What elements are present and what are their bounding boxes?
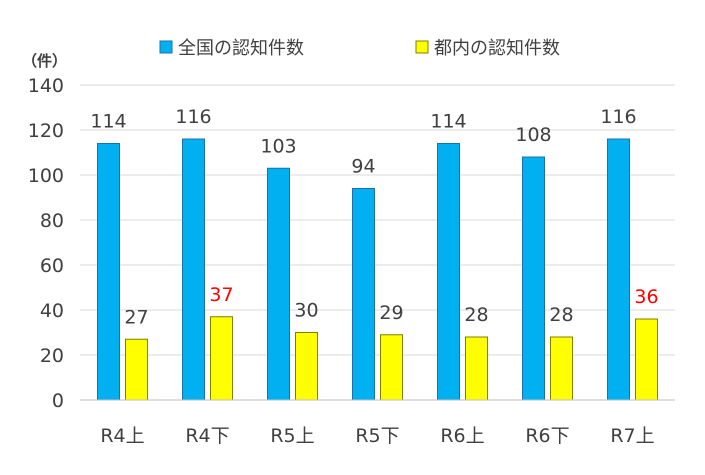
- data-label-national: 114: [90, 111, 126, 133]
- bar-national: [437, 143, 460, 401]
- bar-national: [267, 167, 290, 401]
- x-tick-label: R4下: [185, 425, 229, 447]
- y-axis-unit-label: （件）: [22, 52, 67, 70]
- data-label-tokyo: 36: [634, 286, 658, 308]
- bars: [97, 138, 658, 401]
- x-axis-ticks: R4上 R4下 R5上 R5下 R6上 R6下 R7上: [100, 425, 654, 447]
- bar-national: [522, 156, 545, 401]
- x-tick-label: R5下: [355, 425, 399, 447]
- bar-tokyo: [465, 336, 488, 401]
- data-label-national: 103: [260, 135, 296, 157]
- x-tick-label: R6上: [440, 425, 484, 447]
- x-tick-label: R7上: [610, 425, 654, 447]
- data-label-tokyo: 30: [294, 300, 318, 322]
- data-label-tokyo: 29: [379, 302, 403, 324]
- legend: 全国の認知件数 都内の認知件数: [159, 38, 560, 59]
- data-label-national: 116: [600, 106, 636, 128]
- bar-tokyo: [295, 332, 318, 401]
- data-label-national: 114: [430, 111, 466, 133]
- bar-tokyo: [550, 336, 573, 401]
- y-tick-label: 40: [40, 300, 64, 322]
- bar-tokyo: [125, 338, 148, 401]
- bar-tokyo: [210, 316, 233, 401]
- x-tick-label: R4上: [100, 425, 144, 447]
- bar-tokyo: [380, 334, 403, 401]
- x-tick-label: R5上: [270, 425, 314, 447]
- y-tick-label: 100: [28, 165, 64, 187]
- y-axis-ticks: 0 20 40 60 80 100 120 140: [28, 75, 64, 412]
- data-label-national: 116: [175, 106, 211, 128]
- y-tick-label: 80: [40, 210, 64, 232]
- legend-swatch-tokyo: [415, 40, 429, 54]
- bar-national: [182, 138, 205, 401]
- legend-label-national: 全国の認知件数: [178, 38, 304, 59]
- data-label-national: 94: [351, 156, 375, 178]
- gridlines: [80, 84, 675, 356]
- y-tick-label: 0: [52, 390, 64, 412]
- bar-tokyo: [635, 318, 658, 401]
- data-label-tokyo: 28: [464, 304, 488, 326]
- bar-national: [97, 143, 120, 401]
- bar-national: [607, 138, 630, 401]
- data-label-tokyo: 37: [209, 284, 233, 306]
- y-tick-label: 60: [40, 255, 64, 277]
- y-tick-label: 20: [40, 345, 64, 367]
- legend-swatch-national: [159, 40, 173, 54]
- x-tick-label: R6下: [525, 425, 569, 447]
- data-labels: 114 27 116 37 103 30 94 29 114 28 108 28 116 36: [90, 106, 658, 328]
- y-tick-label: 120: [28, 120, 64, 142]
- data-label-national: 108: [515, 124, 551, 146]
- bar-national: [352, 188, 375, 401]
- y-tick-label: 140: [28, 75, 64, 97]
- legend-label-tokyo: 都内の認知件数: [434, 38, 560, 59]
- data-label-tokyo: 27: [124, 306, 148, 328]
- data-label-tokyo: 28: [549, 304, 573, 326]
